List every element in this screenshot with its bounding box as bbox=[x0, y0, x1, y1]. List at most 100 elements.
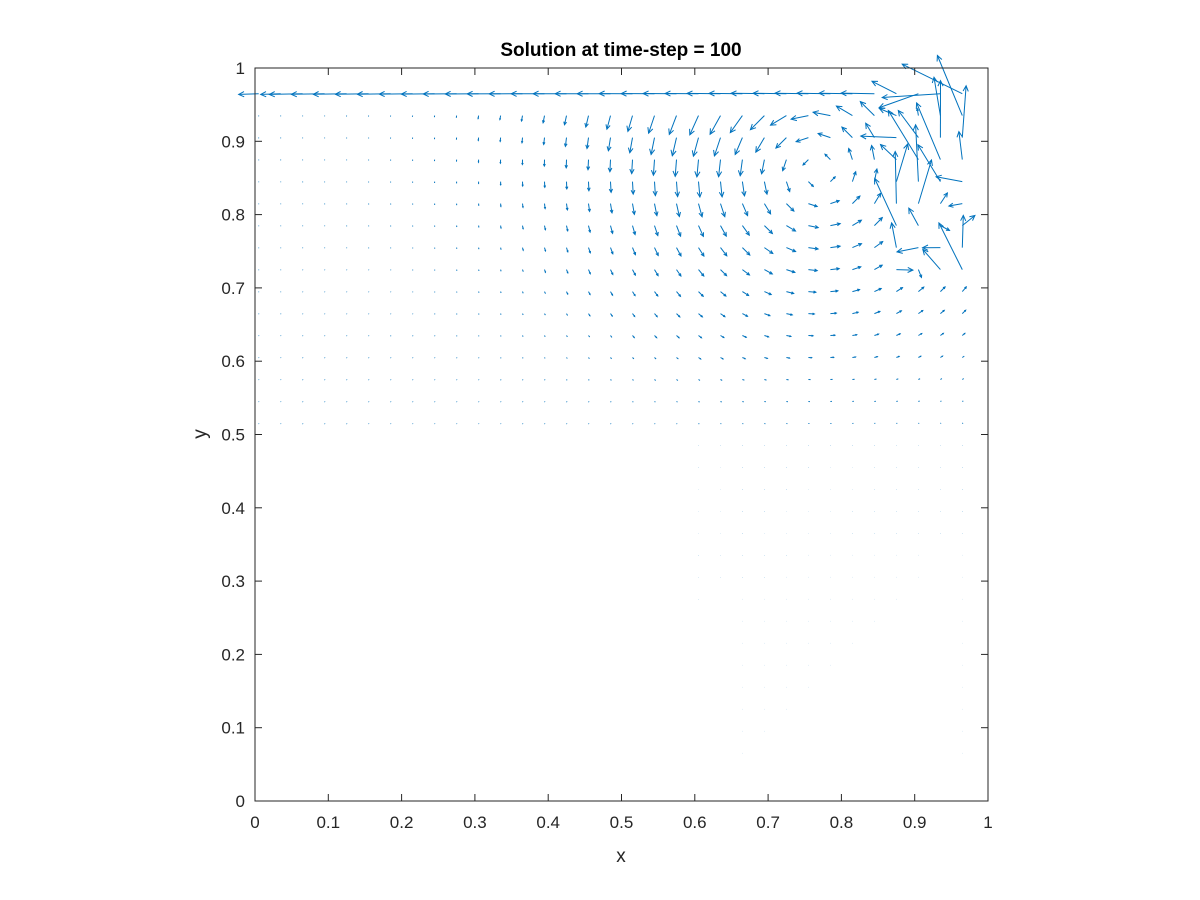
vector-head bbox=[610, 230, 614, 235]
vector-arrow bbox=[763, 181, 769, 196]
vector-arrow bbox=[811, 110, 831, 117]
vector-head bbox=[723, 293, 727, 297]
vector-head bbox=[745, 231, 750, 237]
vector-shaft bbox=[588, 335, 591, 338]
vector-arrow bbox=[874, 216, 884, 226]
vector-head bbox=[781, 166, 786, 172]
vector-arrow bbox=[775, 137, 787, 149]
vector-arrow bbox=[676, 291, 682, 298]
vector-head bbox=[810, 356, 813, 359]
vector-arrow bbox=[650, 159, 657, 177]
vector-head bbox=[588, 250, 591, 254]
vector-head bbox=[722, 231, 727, 238]
vector-arrow bbox=[786, 313, 794, 316]
vector-arrow bbox=[544, 313, 546, 316]
vector-head bbox=[921, 244, 929, 251]
vector-head bbox=[802, 162, 806, 166]
vector-shaft bbox=[917, 144, 941, 182]
vector-shaft bbox=[585, 115, 589, 128]
vector-head bbox=[857, 288, 861, 292]
vector-shaft bbox=[874, 264, 883, 271]
vector-head bbox=[832, 175, 836, 180]
vector-shaft bbox=[522, 291, 524, 294]
vector-head bbox=[400, 90, 407, 98]
vector-arrow bbox=[742, 335, 748, 338]
vector-arrow bbox=[585, 137, 590, 150]
vector-head bbox=[647, 127, 654, 135]
vector-head bbox=[542, 120, 546, 124]
vector-head bbox=[563, 143, 568, 148]
vector-shaft bbox=[654, 269, 659, 276]
vector-arrow bbox=[716, 159, 723, 178]
vector-shaft bbox=[586, 137, 589, 149]
vector-shaft bbox=[566, 423, 568, 425]
vector-head bbox=[544, 228, 547, 231]
vector-arrow bbox=[961, 286, 968, 292]
vector-arrow bbox=[808, 203, 819, 208]
vector-arrow bbox=[940, 400, 942, 402]
vector-head bbox=[566, 228, 569, 233]
vector-arrow bbox=[610, 269, 614, 276]
vector-shaft bbox=[916, 102, 941, 160]
vector-head bbox=[919, 355, 922, 358]
vector-head bbox=[520, 119, 524, 123]
vector-head bbox=[649, 148, 656, 156]
vector-arrow bbox=[521, 159, 524, 166]
vector-head bbox=[678, 252, 682, 258]
vector-arrow bbox=[499, 115, 502, 121]
vector-head bbox=[859, 100, 867, 108]
vector-arrow bbox=[962, 355, 965, 358]
vector-head bbox=[769, 271, 774, 275]
vector-head bbox=[444, 90, 451, 97]
vector-arrow bbox=[852, 288, 861, 293]
vector-head bbox=[709, 128, 716, 136]
vector-shaft bbox=[742, 379, 745, 381]
vector-arrow bbox=[632, 269, 636, 277]
vector-arrow bbox=[632, 357, 635, 360]
vector-head bbox=[696, 191, 703, 199]
vector-head bbox=[477, 117, 480, 120]
vector-head bbox=[903, 142, 910, 150]
vector-shaft bbox=[566, 335, 568, 338]
vector-arrow bbox=[940, 378, 943, 380]
vector-arrow bbox=[654, 313, 658, 318]
vector-arrow bbox=[544, 291, 546, 294]
vector-head bbox=[611, 293, 614, 297]
vector-head bbox=[652, 190, 658, 197]
vector-head bbox=[672, 170, 679, 178]
vector-arrow bbox=[676, 401, 678, 403]
vector-head bbox=[670, 149, 677, 157]
vector-arrow bbox=[824, 153, 831, 160]
vector-shaft bbox=[860, 135, 897, 139]
vector-shaft bbox=[817, 133, 831, 139]
vector-head bbox=[566, 271, 569, 274]
vector-arrow bbox=[698, 203, 704, 218]
vector-shaft bbox=[761, 159, 765, 174]
vector-shaft bbox=[764, 291, 772, 296]
vector-head bbox=[889, 221, 896, 229]
vector-arrow bbox=[670, 137, 677, 157]
vector-arrow bbox=[696, 181, 703, 199]
vector-arrow bbox=[586, 159, 591, 171]
vector-head bbox=[963, 309, 967, 312]
vector-arrow bbox=[522, 379, 524, 381]
vector-arrow bbox=[897, 109, 919, 138]
vector-head bbox=[700, 314, 704, 318]
vector-shaft bbox=[938, 222, 963, 270]
vector-shaft bbox=[609, 159, 611, 172]
vector-shaft bbox=[676, 357, 679, 360]
vector-head bbox=[500, 227, 502, 230]
vector-head bbox=[869, 144, 875, 151]
vector-shaft bbox=[775, 137, 787, 149]
vector-arrow bbox=[839, 90, 875, 97]
vector-shaft bbox=[566, 401, 568, 403]
vector-arrow bbox=[786, 291, 795, 295]
vector-head bbox=[814, 225, 820, 229]
vector-arrow bbox=[734, 137, 743, 156]
vector-head bbox=[650, 170, 657, 177]
vector-shaft bbox=[698, 379, 701, 381]
vector-head bbox=[606, 146, 612, 152]
vector-head bbox=[734, 148, 741, 156]
vector-shaft bbox=[654, 203, 658, 216]
vector-arrow bbox=[720, 291, 727, 297]
